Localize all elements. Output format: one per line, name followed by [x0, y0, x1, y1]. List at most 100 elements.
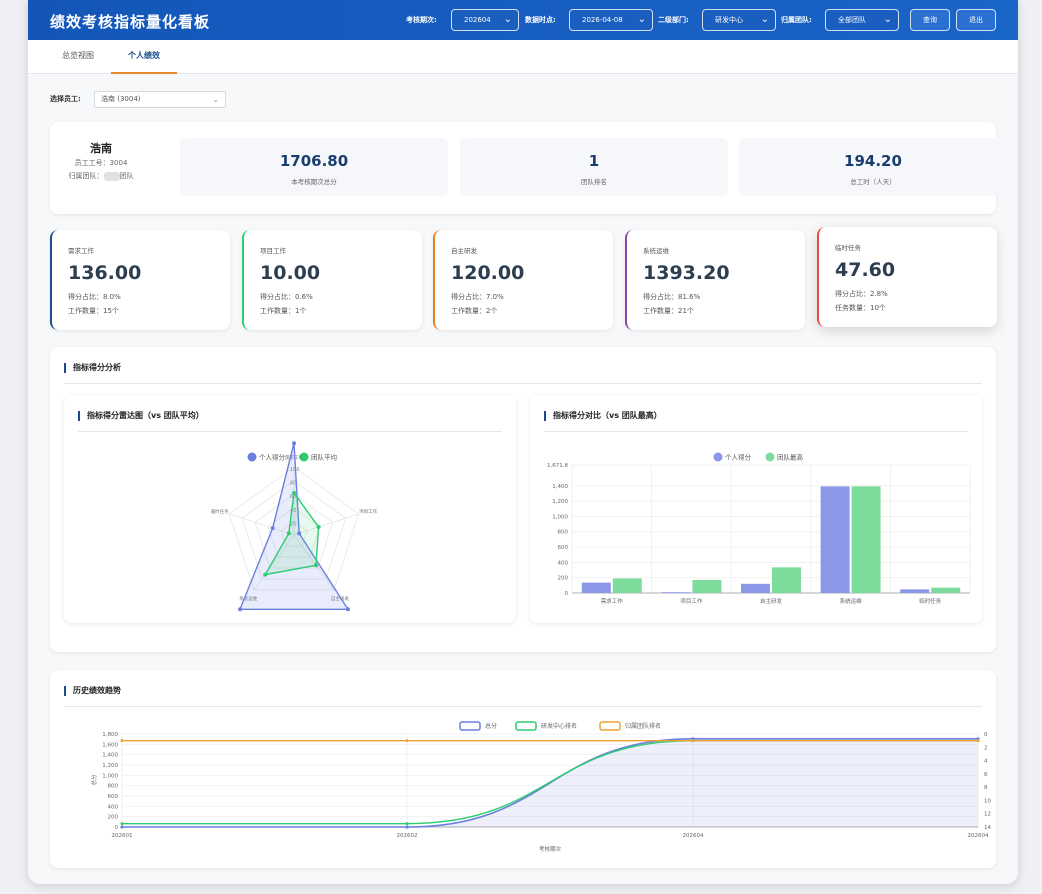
metric-title: 临时任务 [835, 244, 861, 252]
metric-card-rnd[interactable]: 自主研发 120.00 得分占比：7.0% 工作数量：2个 [433, 230, 613, 330]
x-tick-label: 202602 [397, 833, 418, 839]
radar-series-area [263, 490, 320, 576]
y-tick-label: 1,671.8 [547, 463, 568, 469]
bar [612, 578, 642, 593]
metric-title: 自主研发 [451, 247, 477, 255]
metric-ratio: 得分占比：2.8% [835, 290, 888, 298]
divider [64, 706, 982, 707]
metric-card-project[interactable]: 项目工作 10.00 得分占比：0.6% 工作数量：1个 [242, 230, 422, 330]
y-tick-label: 600 [558, 545, 569, 551]
y-right-tick-label: 12 [984, 812, 991, 818]
date-select-value: 2026-04-08 [582, 16, 623, 24]
analysis-section: 指标得分分析 指标得分雷达图（vs 团队平均） 个人得分 团队平均 需求工作 项目工作… [50, 347, 996, 652]
metric-card-temp[interactable]: 临时任务 47.60 得分占比：2.8% 任务数量：10个 [817, 227, 997, 327]
radar-point [292, 490, 296, 495]
metric-value: 120.00 [451, 262, 525, 284]
dept-select[interactable]: 研发中心 ⌄ [702, 9, 776, 31]
y-left-tick-label: 0 [115, 825, 119, 831]
radar-scale-tick: 100 [290, 467, 300, 473]
legend-marker [765, 452, 775, 462]
legend-label: 团队最高 [777, 453, 804, 462]
y-tick-label: 400 [558, 560, 569, 566]
logout-button[interactable]: 退出 [956, 9, 996, 31]
y-right-tick-label: 8 [984, 785, 988, 791]
bar-chart-panel: 指标得分对比（vs 团队最高） 个人得分 团队最高 0 200 400 600 800 1,0… [530, 395, 982, 623]
employee-team: 归属团队： 团队 [50, 171, 152, 181]
divider [544, 431, 968, 432]
legend-label: 总分 [485, 722, 497, 730]
y-right-tick-label: 10 [984, 798, 991, 804]
bar-chart: 个人得分 团队最高 0 200 400 600 800 1,000 1,200 1,400 1,67… [547, 452, 971, 605]
y-left-tick-label: 1,200 [102, 763, 118, 769]
y-left-axis-title: 总分 [90, 774, 98, 786]
employee-team-suffix: 团队 [119, 172, 134, 180]
bar [820, 486, 850, 593]
x-tick-label: 202604 [968, 833, 989, 839]
y-left-tick-label: 1,400 [102, 753, 118, 759]
team-select[interactable]: 全部团队 ⌄ [825, 9, 899, 31]
divider [64, 383, 982, 384]
bar [851, 486, 881, 593]
x-tick-label: 需求工作 [601, 597, 624, 605]
employee-select[interactable]: 浩南 (3004) ⌄ [94, 91, 226, 108]
rank-point [976, 739, 980, 743]
radar-series-area [239, 443, 350, 610]
radar-grid-ring [280, 520, 308, 547]
rank-point [405, 739, 409, 743]
radar-point [292, 441, 296, 446]
bar [741, 583, 770, 593]
filter-label-date: 数据时点: [525, 16, 556, 24]
section-title: 指标得分分析 [64, 363, 121, 373]
tab-personal[interactable]: 个人绩效 [111, 40, 177, 74]
metric-count: 工作数量：21个 [643, 307, 694, 315]
metric-value: 10.00 [260, 262, 321, 284]
divider [78, 431, 502, 432]
chart-title: 指标得分对比（vs 团队最高） [544, 411, 662, 421]
stat-label: 本考核期次总分 [291, 178, 337, 186]
y-tick-label: 800 [558, 530, 569, 536]
legend-marker [299, 452, 309, 462]
metric-title: 项目工作 [260, 247, 286, 255]
radar-point [238, 607, 243, 612]
employee-select-label: 选择员工: [50, 95, 81, 103]
chevron-down-icon: ⌄ [883, 14, 892, 25]
y-right-tick-label: 4 [984, 759, 988, 765]
period-select-value: 202604 [464, 16, 491, 24]
section-title: 历史绩效趋势 [64, 686, 121, 696]
bar [931, 587, 961, 593]
radar-grid-ring [254, 493, 334, 569]
period-select[interactable]: 202604 ⌄ [451, 9, 519, 31]
total-score-point [120, 825, 124, 829]
y-left-tick-label: 1,800 [102, 732, 118, 738]
rank-point [120, 822, 124, 826]
employee-name: 浩南 [90, 142, 112, 155]
legend-swatch [515, 721, 537, 731]
radar-axis [253, 534, 295, 591]
stat-team-rank: 1 团队排名 [460, 138, 728, 196]
total-score-area [122, 738, 978, 827]
tab-overview[interactable]: 总览视图 [62, 51, 94, 60]
radar-point [316, 525, 321, 530]
date-select[interactable]: 2026-04-08 ⌄ [569, 9, 653, 31]
metric-count: 工作数量：2个 [451, 307, 498, 315]
tab-bar: 总览视图 个人绩效 [28, 40, 1018, 74]
radar-indicator-label: 自主研发 [331, 595, 349, 602]
radar-grid-ring [228, 466, 360, 591]
radar-indicator-label: 临时任务 [211, 508, 229, 515]
chart-title: 指标得分雷达图（vs 团队平均） [78, 411, 204, 421]
radar-axis [293, 513, 359, 536]
metric-count: 任务数量：10个 [835, 304, 886, 312]
chevron-down-icon: ⌄ [503, 14, 512, 25]
y-left-tick-label: 200 [108, 815, 119, 821]
x-tick-label: 项目工作 [680, 597, 703, 605]
radar-indicator-label: 系统运维 [239, 595, 257, 602]
query-button[interactable]: 查询 [910, 9, 950, 31]
metric-card-ops[interactable]: 系统运维 1393.20 得分占比：81.6% 工作数量：21个 [625, 230, 805, 330]
chevron-down-icon: ⌄ [637, 14, 646, 25]
metric-card-demand[interactable]: 需求工作 136.00 得分占比：8.0% 工作数量：15个 [50, 230, 230, 330]
x-tick-label: 202604 [683, 833, 704, 839]
metric-value: 47.60 [835, 259, 896, 281]
y-tick-label: 1,200 [552, 499, 568, 505]
filter-label-dept: 二级部门: [658, 16, 689, 24]
